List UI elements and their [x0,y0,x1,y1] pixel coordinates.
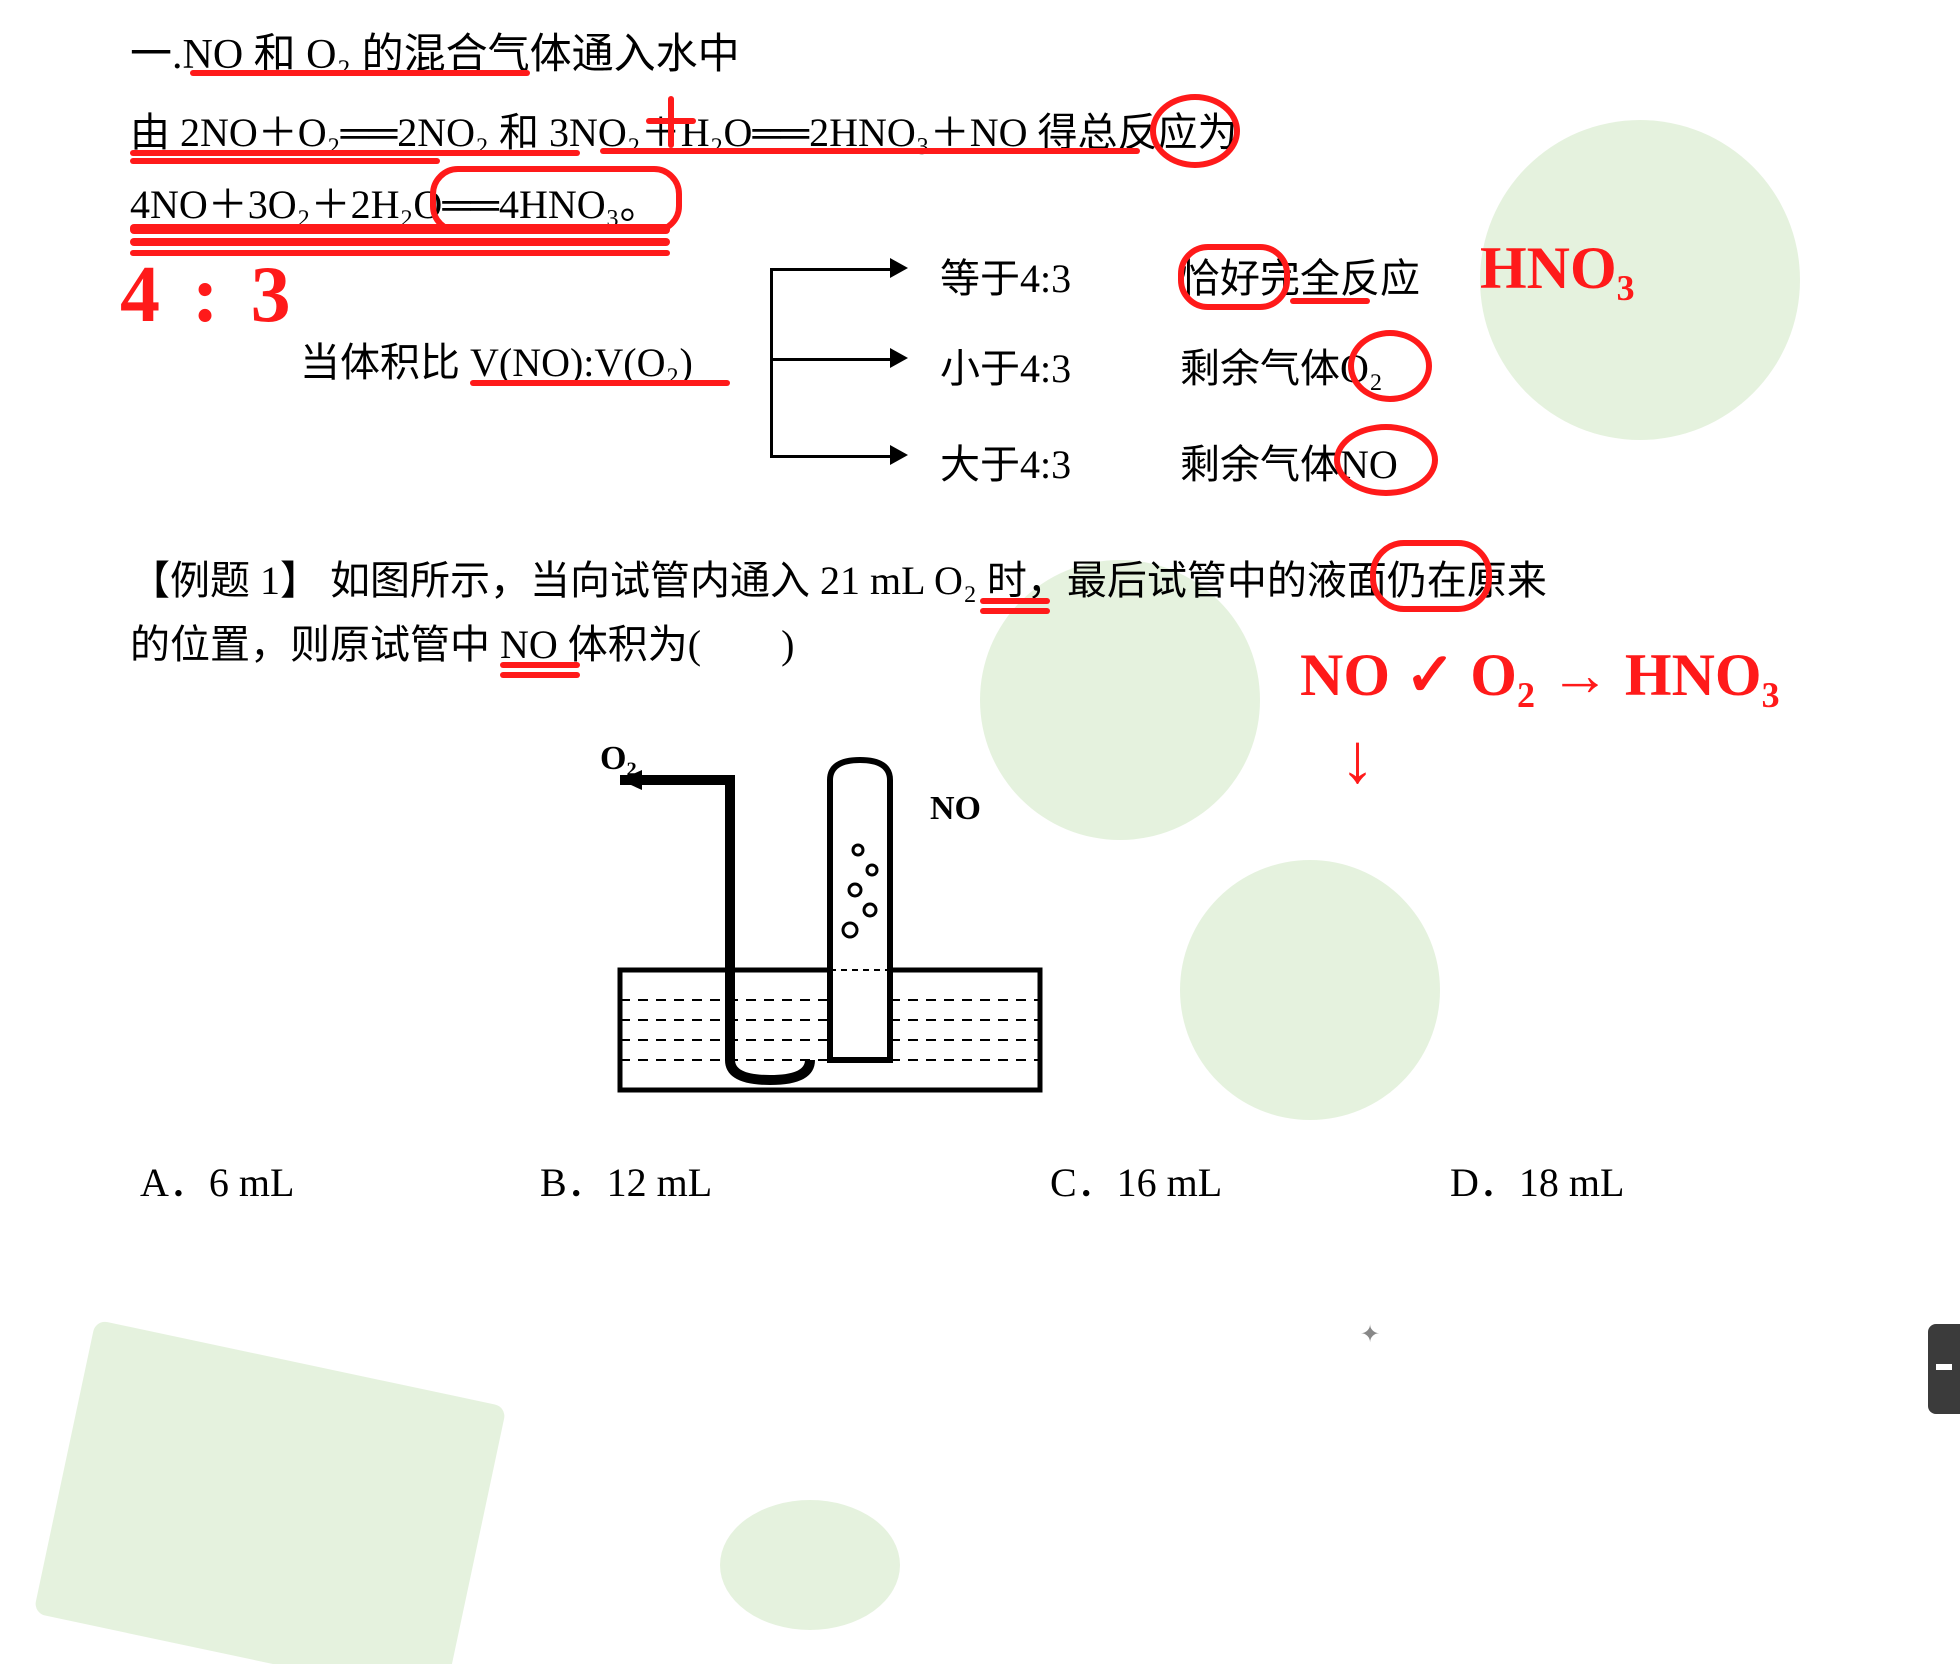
example-label: 【例题 1】 [130,548,320,606]
branch-cond-1: 等于4:3 [940,246,1071,304]
underline-red [130,150,580,156]
example-text-2: 的位置，则原试管中 NO 体积为( ) [130,612,794,670]
watermark-blob [33,1320,506,1664]
handwritten-ratio: 4 : 3 [120,250,297,341]
watermark-blob [1180,860,1440,1120]
underline-red [500,672,580,678]
underline-red [980,598,1050,604]
cursor-mark: ✦ [1360,1320,1380,1349]
handwritten-reaction: NO ✓ O₂ → HNO₃ [1300,640,1780,710]
branch-cond-3: 大于4:3 [940,432,1071,490]
option-a: A．6 mL [140,1150,294,1208]
watermark-blob [720,1500,900,1630]
apparatus-o2-label: O₂ [600,740,637,778]
option-b: B．12 mL [540,1150,712,1208]
underline-red [1290,298,1370,304]
circle-red [1178,244,1290,310]
bracket-vertical [770,268,773,458]
arrowhead-icon [890,258,908,278]
apparatus-figure [580,720,1080,1120]
arrowhead-icon [890,348,908,368]
bracket-arm [770,358,890,361]
underline-red [130,158,440,164]
scribble-red [130,224,670,234]
bracket-arm [770,268,890,271]
underline-red [980,608,1050,614]
circle-red [1348,330,1432,402]
collapse-toggle-button[interactable] [1928,1324,1960,1414]
apparatus-no-label: NO [930,790,981,828]
example-text-1: 如图所示，当向试管内通入 21 mL O₂ 时，最后试管中的液面仍在原来 [330,548,1547,606]
plus-red-h [646,118,696,124]
underline-red [500,662,580,668]
underline-red [600,148,1140,154]
underline-red [190,70,530,76]
handwritten-hno3: HNO₃ [1480,234,1635,303]
option-c: C．16 mL [1050,1150,1222,1208]
bracket-arm [770,455,890,458]
option-d: D．18 mL [1450,1150,1624,1208]
branch-cond-2: 小于4:3 [940,336,1071,394]
circle-red [1370,540,1492,612]
scribble-red [130,238,670,246]
arrowhead-icon [890,445,908,465]
circle-red [1150,94,1240,168]
handwritten-downarrow: ↓ [1340,720,1375,800]
underline-red [470,380,730,386]
circle-red [1334,424,1438,496]
